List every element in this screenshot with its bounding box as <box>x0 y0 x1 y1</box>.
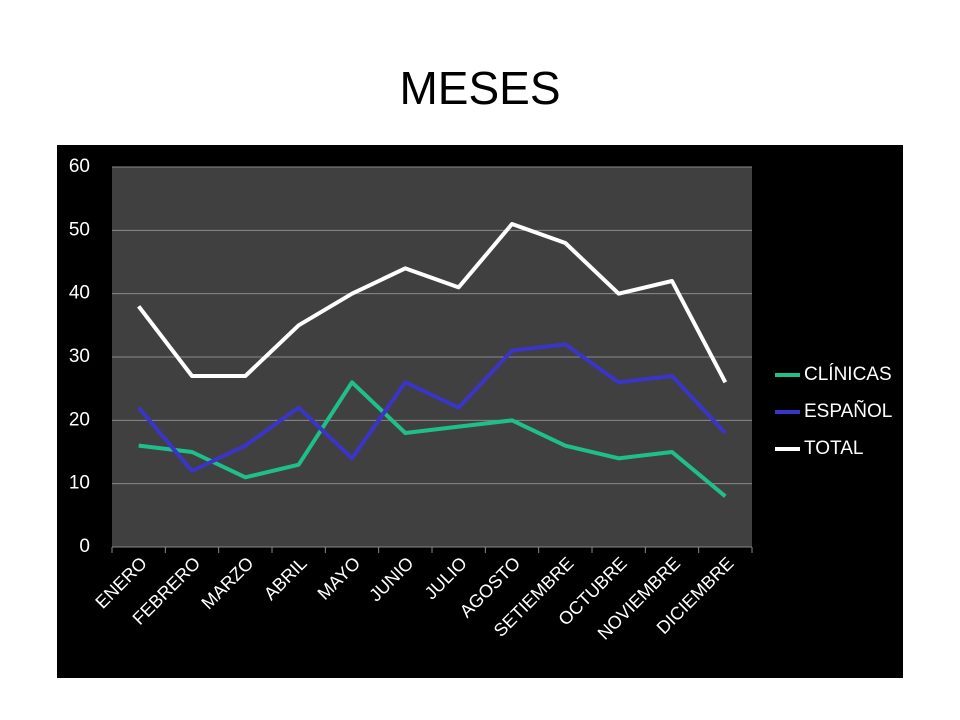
legend-label: TOTAL <box>804 438 863 459</box>
y-tick-label: 60 <box>69 156 90 177</box>
y-tick-label: 50 <box>69 219 90 240</box>
chart-title: MESES <box>399 62 560 114</box>
y-tick-label: 0 <box>79 536 90 557</box>
series-line <box>137 222 728 384</box>
series-line <box>137 342 727 473</box>
series-line <box>138 380 727 498</box>
y-tick-label: 30 <box>69 346 90 367</box>
legend-label: ESPAÑOL <box>804 400 892 422</box>
legend-label: CLÍNICAS <box>804 364 892 385</box>
y-tick-label: 40 <box>69 283 90 304</box>
y-tick-label: 10 <box>69 473 90 494</box>
y-tick-label: 20 <box>69 409 90 430</box>
